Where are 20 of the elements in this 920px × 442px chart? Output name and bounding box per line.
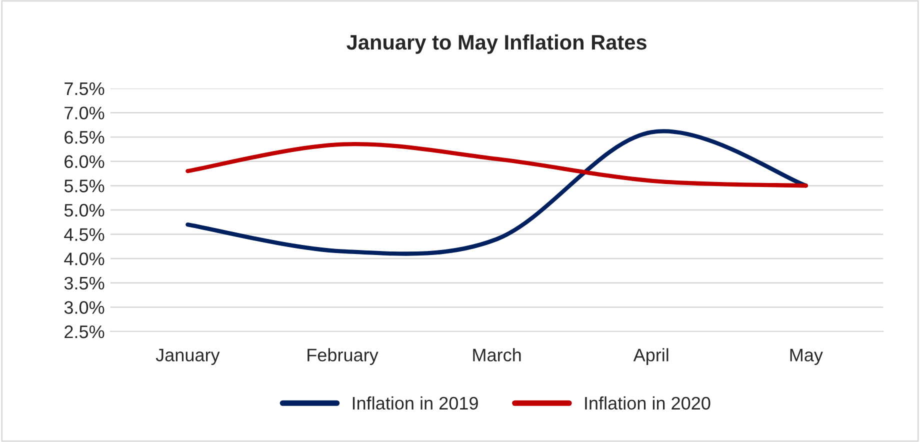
- legend-label: Inflation in 2020: [585, 396, 710, 410]
- y-tick-label: 7.5%: [64, 82, 104, 96]
- y-tick-label: 4.0%: [64, 252, 104, 266]
- y-tick-label: 6.5%: [64, 130, 104, 144]
- x-tick-label: May: [790, 348, 823, 365]
- y-tick-label: 3.0%: [64, 301, 104, 314]
- line-series: [186, 142, 808, 188]
- x-tick-label: March: [473, 348, 521, 362]
- x-tick-label: January: [156, 348, 220, 365]
- y-tick-label: 5.0%: [64, 204, 104, 217]
- y-tick-label: 4.5%: [64, 228, 104, 241]
- y-tick-label: 6.0%: [64, 155, 104, 168]
- x-tick-label: April: [633, 348, 668, 365]
- y-tick-label: 3.5%: [64, 276, 104, 290]
- y-tick-label: 7.0%: [64, 106, 104, 120]
- x-tick-label: February: [308, 348, 378, 365]
- chart-title: January to May Inflation Rates: [346, 34, 646, 54]
- y-tick-label: 2.5%: [64, 325, 104, 338]
- y-tick-label: 5.5%: [64, 180, 104, 192]
- legend-label: Inflation in 2019: [352, 396, 478, 410]
